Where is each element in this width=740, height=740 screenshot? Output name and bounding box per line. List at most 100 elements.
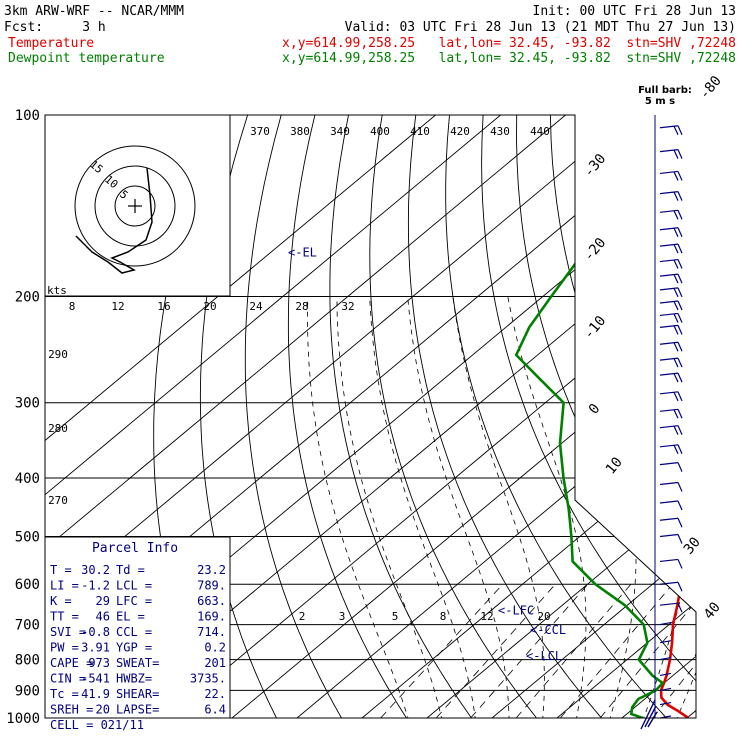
theta-label: 380 [290,125,310,138]
parcel-info-value: 3735. [190,672,226,686]
pressure-label-300: 300 [15,396,40,412]
theta-e-label: 270 [48,494,68,507]
parcel-info-value: 714. [197,625,226,639]
parcel-info-label: HWBZ= [116,672,152,686]
isotherm-label: -10 [581,313,610,343]
mixing-ratio-label: 20 [537,610,550,623]
wind-barb-feather [673,125,679,136]
mixing-ratio-line [652,583,696,718]
isotherm [491,115,696,718]
wind-barb-feather [677,325,683,335]
isotherm-label: 30 [681,534,704,557]
wind-barb [659,481,679,486]
parcel-info-value: -541 [81,672,110,686]
wind-barb-feather [677,287,683,298]
isotherm [361,115,696,718]
parcel-info-value: 22. [204,687,226,701]
moist-adiabat [369,296,478,718]
wind-barb [659,243,679,247]
parcel-info-value: 29 [96,594,110,608]
parcel-info-label: K = [50,594,72,608]
wind-barb-feather [677,372,683,383]
theta-label: 440 [530,125,550,138]
hodograph-scale-label: 12 [111,300,124,313]
wind-barb [659,190,679,195]
pressure-label-800: 800 [15,653,40,669]
wind-barb-feather [677,342,683,352]
parcel-info-value: 169. [197,610,226,624]
wind-barb [659,209,679,213]
parcel-info-label: CCL = [116,625,152,639]
isotherm-label: -30 [581,151,610,181]
theta-label: 410 [410,125,430,138]
dry-adiabat [684,115,696,718]
parcel-info-label: LFC = [116,594,152,608]
dry-adiabat [407,115,614,718]
wind-barb-feather [677,409,683,419]
parcel-info-label: PW = [50,641,79,655]
wind-barb-feather [673,288,679,298]
level-marker-lcl: <-LCL [526,649,562,663]
theta-label: 420 [450,125,470,138]
dry-adiabat [329,115,482,718]
mixing-ratio-label: 12 [480,610,493,623]
parcel-info-label: TT = [50,610,79,624]
wind-barb [659,149,679,153]
isotherm-label: -80 [696,73,725,103]
parcel-info-value: -1.2 [81,579,110,593]
parcel-info-value: 20 [96,703,110,717]
parcel-info-value: 30.2 [81,563,110,577]
parcel-info-value: 3.91 [81,641,110,655]
isotherm [45,115,436,718]
wind-barb-feather [677,581,683,592]
wind-barb-feather [673,391,679,402]
mixing-ratio-line [380,583,503,718]
parcel-info-label: LI = [50,579,79,593]
wind-barb-feather [673,409,679,419]
wind-barb [659,462,679,466]
moist-adiabat [407,296,510,718]
mixing-ratio-line [515,583,632,718]
surface-wind-barbs [640,699,658,730]
wind-barb-feather [677,500,683,511]
wind-barb-feather [673,274,679,284]
wind-barb-feather [677,559,683,569]
wind-barb [659,300,679,304]
wind-barb [659,312,679,317]
wind-barbs [640,115,683,730]
wind-barb-feather [677,243,683,254]
hodograph-scale-label: 8 [69,300,76,313]
wind-barb-feather [677,227,683,238]
dry-adiabat [445,115,679,718]
moist-adiabat [452,296,545,718]
moist-adiabat [507,296,587,718]
legend-temperature: Temperature [8,36,94,51]
theta-label: 340 [330,125,350,138]
wind-barb-feather [677,425,683,435]
parcel-info-label: LAPSE= [116,703,159,717]
isotherm [45,115,631,718]
isotherm [166,115,696,718]
wind-barb [659,640,672,644]
hodograph-scale-label: 20 [203,300,216,313]
wind-barb [659,517,679,521]
pressure-label-1000: 1000 [6,711,40,727]
moist-adiabat [575,296,637,718]
moist-adiabat [307,296,413,718]
moist-adiabat [704,297,740,731]
isotherm [231,115,696,718]
wind-barb [659,701,672,706]
wind-barb [659,672,672,677]
dry-adiabat [719,115,740,731]
level-marker-ccl: <-CCL [530,623,566,637]
parcel-info-value: 789. [197,579,226,593]
plot-frame [44,114,697,719]
wind-barb-feather [677,518,683,528]
hodograph-scale-label: 16 [157,300,170,313]
wind-barb [659,444,679,448]
isotherm-label: 10 [603,454,626,477]
parcel-info-value: 201 [204,656,226,670]
theta-label: 430 [490,125,510,138]
wind-barb-feather [677,149,683,159]
